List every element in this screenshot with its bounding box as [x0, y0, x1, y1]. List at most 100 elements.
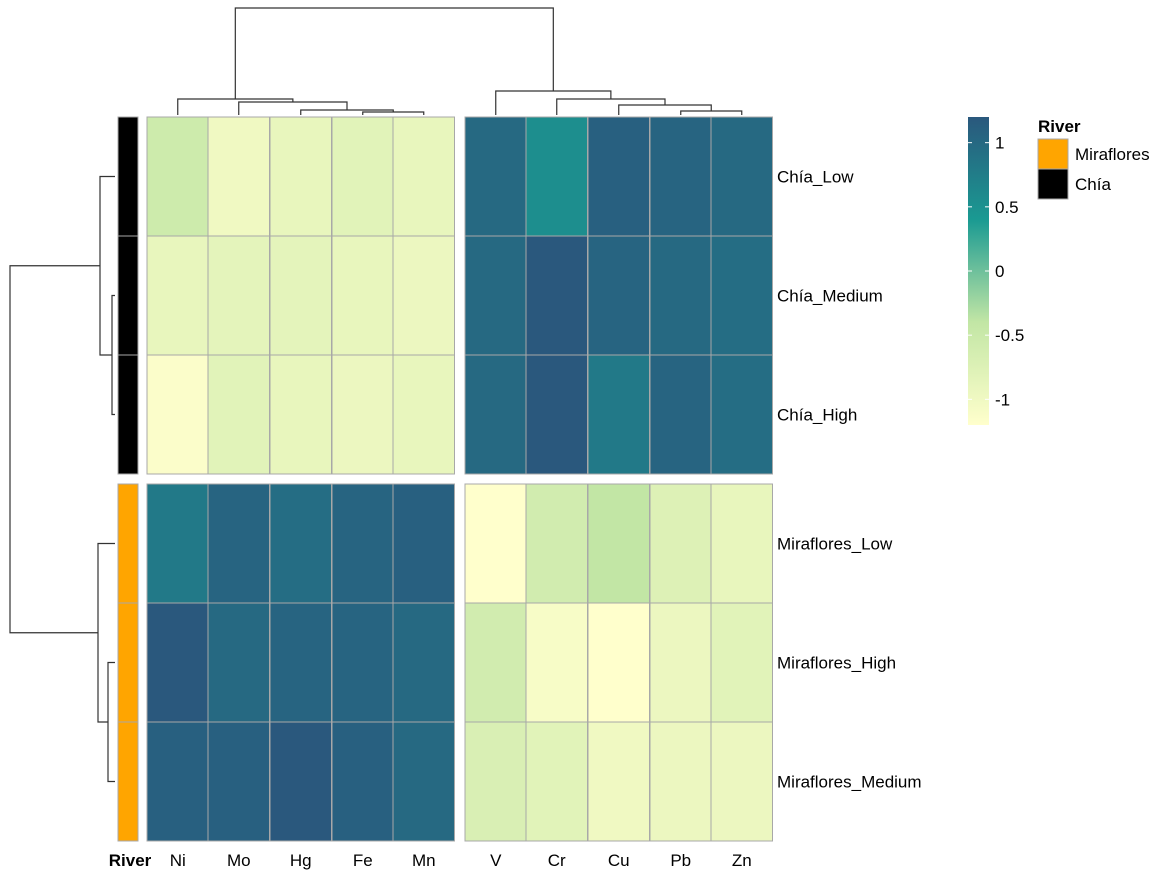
row-label-chia-medium: Chía_Medium [777, 287, 883, 306]
color-scale-label: 0 [995, 262, 1004, 281]
cell-chia-high-ni [146, 354, 209, 475]
cell-miraflores-high-mn [392, 602, 455, 723]
cell-chia-medium-pb [649, 235, 712, 356]
annotation-axis-label: River [109, 851, 152, 870]
annotation-cell-chia-medium [117, 235, 139, 356]
river-legend-label-miraflores: Miraflores [1075, 145, 1150, 164]
color-scale-label: -1 [995, 390, 1010, 409]
cell-chia-low-cr [525, 116, 588, 237]
heatmap-cells [146, 116, 773, 842]
color-scale-legend: 1 0.5 0 -0.5 -1 [968, 117, 1024, 425]
cell-miraflores-high-mo [207, 602, 270, 723]
cell-miraflores-high-cr [525, 602, 588, 723]
cell-chia-low-pb [649, 116, 712, 237]
cell-miraflores-low-v [464, 483, 527, 604]
annotation-cell-miraflores-medium [117, 721, 139, 842]
cell-chia-low-cu [587, 116, 650, 237]
cell-chia-medium-cu [587, 235, 650, 356]
cell-miraflores-medium-zn [710, 721, 773, 842]
row-link-chia-medium-high [111, 294, 115, 416]
cell-chia-high-fe [331, 354, 394, 475]
col-link-v-rest [495, 90, 612, 115]
row-link-root [9, 265, 100, 634]
cell-chia-high-mo [207, 354, 270, 475]
cell-miraflores-high-hg [269, 602, 332, 723]
cell-chia-high-v [464, 354, 527, 475]
cell-miraflores-high-cu [587, 602, 650, 723]
cell-chia-high-mn [392, 354, 455, 475]
column-label-cr: Cr [548, 851, 566, 870]
row-label-chia-low: Chía_Low [777, 168, 854, 187]
cell-chia-medium-cr [525, 235, 588, 356]
cell-chia-medium-mo [207, 235, 270, 356]
cell-miraflores-low-mn [392, 483, 455, 604]
cell-miraflores-low-ni [146, 483, 209, 604]
cell-miraflores-medium-fe [331, 721, 394, 842]
row-label-miraflores-medium: Miraflores_Medium [777, 773, 922, 792]
annotation-cell-chia-high [117, 354, 139, 475]
col-link-pb-zn [680, 110, 743, 115]
row-labels: Chía_Low Chía_Medium Chía_High Miraflores_L… [777, 168, 922, 792]
cell-chia-low-mn [392, 116, 455, 237]
cell-miraflores-high-v [464, 602, 527, 723]
cell-chia-medium-mn [392, 235, 455, 356]
cell-miraflores-medium-cr [525, 721, 588, 842]
row-label-chia-high: Chía_High [777, 406, 857, 425]
cell-miraflores-low-zn [710, 483, 773, 604]
river-legend-title: River [1038, 117, 1081, 136]
row-label-miraflores-high: Miraflores_High [777, 654, 896, 673]
cell-chia-high-cr [525, 354, 588, 475]
river-annotation-bar [117, 116, 139, 842]
annotation-cell-miraflores-low [117, 483, 139, 604]
river-legend: River Miraflores Chía [1037, 117, 1150, 200]
cell-miraflores-medium-cu [587, 721, 650, 842]
cell-miraflores-low-pb [649, 483, 712, 604]
cell-miraflores-medium-v [464, 721, 527, 842]
cell-chia-low-zn [710, 116, 773, 237]
cell-miraflores-medium-mn [392, 721, 455, 842]
color-scale-label: 0.5 [995, 198, 1019, 217]
river-legend-label-chia: Chía [1075, 175, 1111, 194]
cell-chia-medium-v [464, 235, 527, 356]
cell-chia-low-hg [269, 116, 332, 237]
cell-chia-high-pb [649, 354, 712, 475]
annotation-cell-chia-low [117, 116, 139, 237]
cell-chia-medium-hg [269, 235, 332, 356]
column-dendrogram [177, 7, 743, 115]
cell-miraflores-low-hg [269, 483, 332, 604]
color-scale-bar [968, 117, 989, 425]
column-label-mo: Mo [227, 851, 251, 870]
cell-chia-low-ni [146, 116, 209, 237]
cell-chia-low-fe [331, 116, 394, 237]
cell-miraflores-medium-pb [649, 721, 712, 842]
column-label-v: V [490, 851, 502, 870]
row-link-miraflores-low-rest [97, 542, 115, 723]
column-label-ni: Ni [170, 851, 186, 870]
cell-miraflores-medium-ni [146, 721, 209, 842]
column-label-pb: Pb [670, 851, 691, 870]
col-link-root [234, 7, 554, 99]
cell-miraflores-medium-mo [207, 721, 270, 842]
cell-miraflores-high-zn [710, 602, 773, 723]
col-link-cu-pbzn [618, 104, 712, 115]
cell-chia-medium-zn [710, 235, 773, 356]
cell-chia-high-cu [587, 354, 650, 475]
river-legend-swatch-chia [1037, 168, 1069, 200]
cell-miraflores-low-mo [207, 483, 270, 604]
color-scale-label: 1 [995, 134, 1004, 153]
cell-miraflores-high-ni [146, 602, 209, 723]
cell-chia-low-mo [207, 116, 270, 237]
cell-chia-low-v [464, 116, 527, 237]
cell-chia-high-zn [710, 354, 773, 475]
cell-miraflores-medium-hg [269, 721, 332, 842]
color-scale-label: -0.5 [995, 326, 1024, 345]
cell-miraflores-low-cu [587, 483, 650, 604]
column-labels: River Ni Mo Hg Fe Mn V Cr Cu Pb Zn [109, 851, 752, 870]
column-label-cu: Cu [608, 851, 630, 870]
cell-chia-medium-ni [146, 235, 209, 356]
river-legend-swatch-miraflores [1037, 138, 1069, 170]
cell-miraflores-low-cr [525, 483, 588, 604]
col-link-fe-mn [362, 111, 425, 115]
row-link-chia-low-rest [99, 175, 115, 356]
